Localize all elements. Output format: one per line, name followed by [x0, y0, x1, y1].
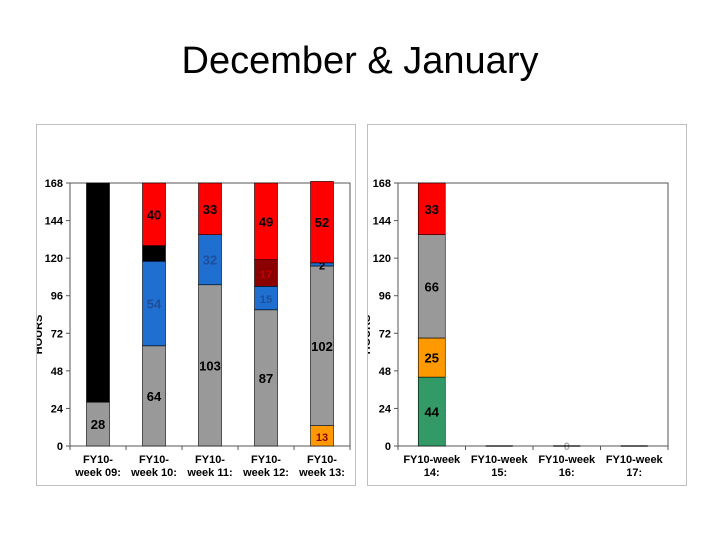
y-tick-label: 72	[379, 328, 391, 340]
y-axis-label: HOURS	[368, 315, 373, 355]
data-label: 44	[425, 405, 440, 420]
data-label: 32	[203, 253, 217, 268]
x-tick-label: FY10-week	[403, 454, 461, 466]
y-axis-label: HOURS	[37, 315, 45, 355]
data-label: 33	[203, 202, 217, 217]
x-tick-label: week 12:	[242, 467, 289, 479]
bar-segment	[417, 234, 446, 339]
bar-segment	[86, 182, 110, 403]
data-label: 28	[91, 417, 105, 432]
x-tick-label: 17:	[626, 467, 642, 479]
x-tick-label: FY10-	[139, 454, 169, 466]
chart-panel-december: 0 24 48 72 96 120 144 168 HOURS FY10- week 09: FY10…	[36, 124, 356, 486]
bar-segment	[198, 182, 222, 235]
y-tick-label: 96	[379, 291, 391, 303]
x-tick-label: FY10-week	[471, 454, 529, 466]
data-label: 0	[564, 441, 570, 453]
data-label: 25	[425, 351, 439, 366]
y-tick-label: 120	[45, 253, 63, 265]
x-tick-label: 16:	[559, 467, 575, 479]
x-tick-label: FY10-	[307, 454, 337, 466]
x-tick-label: week 10:	[130, 467, 177, 479]
x-tick-label: 15:	[491, 467, 507, 479]
data-label: 17	[260, 269, 272, 281]
data-label: 87	[259, 371, 273, 386]
x-tick-label: week 11:	[186, 467, 232, 479]
x-tick-label: FY10-week	[606, 454, 664, 466]
bar-segment	[142, 245, 166, 262]
x-tick-label: FY10-	[251, 454, 281, 466]
x-tick-label: FY10-	[195, 454, 225, 466]
data-label: 66	[425, 279, 439, 294]
bar-segment	[142, 182, 166, 246]
data-label: 40	[147, 207, 161, 222]
y-tick-label: 48	[51, 366, 63, 378]
y-tick-label: 168	[45, 178, 63, 190]
data-label: 103	[199, 358, 221, 373]
x-tick-label: week 09:	[74, 467, 121, 479]
y-tick-label: 48	[379, 366, 391, 378]
y-tick-label: 24	[379, 403, 392, 415]
y-tick-label: 72	[51, 328, 63, 340]
y-tick-label: 0	[57, 441, 63, 453]
data-label: 52	[315, 215, 329, 230]
data-label: 15	[260, 294, 272, 306]
y-tick-label: 96	[51, 291, 63, 303]
y-tick-label: 120	[373, 253, 391, 265]
stacked-bar-chart-january: 024487296120144168HOURSFY10-week14:FY10-…	[368, 178, 669, 479]
data-label: 64	[147, 389, 162, 404]
data-label: 13	[316, 432, 328, 444]
x-tick-label: FY10-week	[538, 454, 596, 466]
slide-title: December & January	[181, 40, 539, 82]
data-label: 102	[311, 339, 333, 354]
bar-segment	[310, 181, 334, 264]
chart-panel-january: 0 24 48 72 96 120 144 168 HOURS FY10-week 14: FY10-…	[367, 124, 687, 486]
data-label: 33	[425, 202, 439, 217]
data-label: 49	[259, 214, 273, 229]
y-tick-label: 144	[45, 216, 64, 228]
y-tick-label: 168	[373, 178, 391, 190]
y-tick-label: 144	[373, 216, 392, 228]
bar-segment	[417, 376, 446, 447]
x-tick-label: FY10-	[83, 454, 113, 466]
x-tick-label: 14:	[424, 467, 440, 479]
bar-segment	[254, 182, 278, 261]
y-tick-label: 24	[51, 403, 64, 415]
y-tick-label: 0	[385, 441, 391, 453]
data-label: 2	[319, 260, 325, 272]
data-label: 54	[147, 297, 162, 312]
x-tick-label: week 13:	[298, 467, 345, 479]
bar-segment	[417, 337, 446, 378]
bar-segment	[417, 182, 446, 235]
